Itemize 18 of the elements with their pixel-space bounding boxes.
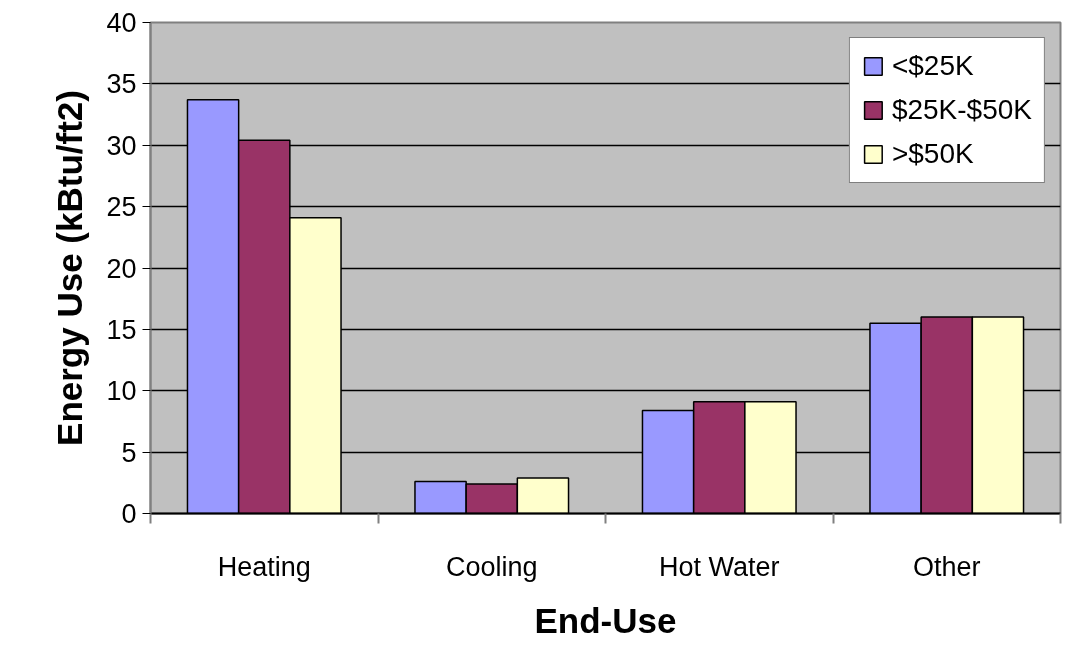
legend-label: <$25K (891, 50, 974, 82)
y-tick-label: 35 (106, 69, 137, 100)
legend-label: $25K-$50K (891, 94, 1032, 126)
x-tick-label: Other (912, 551, 981, 582)
y-tick-label: 20 (106, 253, 137, 284)
x-axis-title: End-Use (534, 600, 677, 640)
x-tick-label: Hot Water (658, 551, 780, 582)
y-tick-label: 0 (121, 499, 137, 529)
x-tick-label: Heating (217, 551, 311, 582)
y-tick-label: 25 (106, 192, 137, 223)
y-tick-label: 40 (106, 8, 137, 38)
y-tick-label: 15 (106, 314, 137, 345)
y-axis-title: Energy Use (kBtu/ft2) (50, 90, 90, 446)
legend-label: >$50K (891, 138, 974, 170)
y-tick-label: 30 (106, 130, 137, 161)
y-tick-label: 10 (106, 376, 137, 407)
y-tick-label: 5 (121, 437, 137, 468)
x-tick-label: Cooling (445, 551, 538, 582)
